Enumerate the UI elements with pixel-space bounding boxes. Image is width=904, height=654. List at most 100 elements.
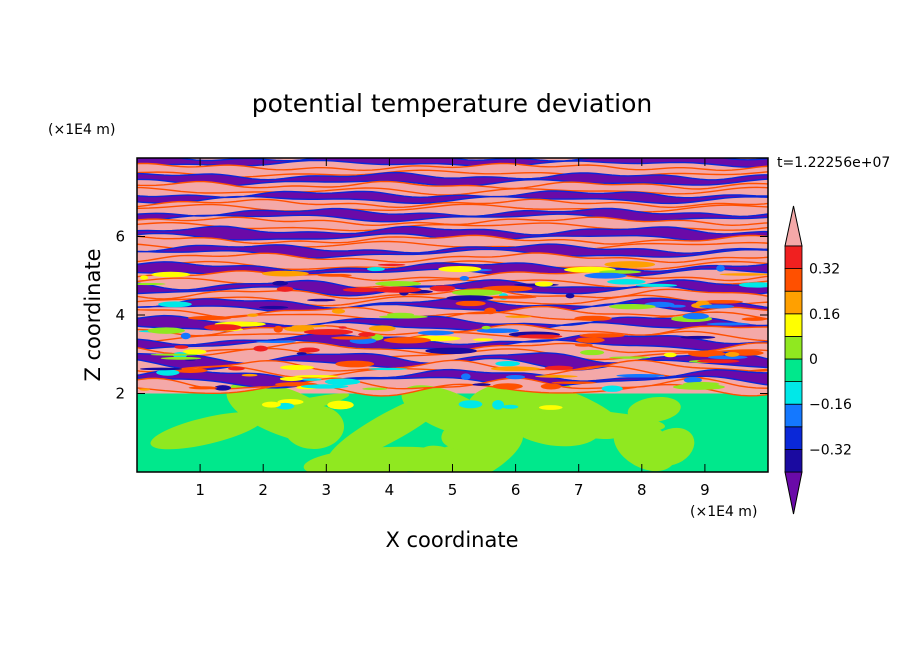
mixing-streak (455, 300, 486, 307)
y-tick-label: 2 (115, 385, 125, 403)
mixing-streak (425, 347, 477, 355)
mixing-streak (204, 324, 242, 331)
mixing-streak (173, 368, 208, 373)
field-blob (627, 396, 681, 423)
mixing-streak (368, 367, 408, 371)
mixing-streak (635, 283, 678, 287)
mixing-streak (575, 337, 605, 343)
mixing-streak (579, 333, 625, 338)
contour-band (137, 216, 768, 232)
mixing-streak (688, 350, 726, 358)
mixing-streak (331, 308, 346, 314)
mixing-streak (609, 356, 651, 359)
colorbar-extend-max (784, 205, 803, 247)
mixing-streak (140, 275, 149, 280)
mixing-streak (298, 347, 320, 353)
field-blob (516, 412, 630, 439)
mixing-streak (608, 304, 656, 310)
x-tick-label: 8 (637, 481, 647, 499)
mixing-streak (486, 295, 537, 299)
contour-band (137, 314, 768, 333)
mixing-streak (682, 313, 709, 320)
x-tick-label: 1 (195, 481, 205, 499)
lower-layer (137, 378, 768, 472)
mixing-streak (188, 386, 218, 390)
mixing-streak (302, 378, 322, 381)
mixing-streak (378, 315, 428, 319)
mixing-streak (682, 381, 720, 387)
mixing-streak (738, 282, 768, 288)
mixing-streak (490, 366, 541, 372)
field-blob (458, 400, 483, 409)
field-blob (150, 412, 265, 450)
mixing-streak (373, 286, 422, 293)
mixing-streak (505, 374, 526, 380)
colorbar-segment (784, 426, 803, 450)
field-blob (613, 420, 676, 472)
mixing-streak (156, 369, 180, 376)
mixing-streak (604, 261, 656, 268)
mixing-streak (461, 373, 471, 380)
field-blob (242, 393, 350, 421)
mixing-streak (150, 353, 198, 356)
mixing-streak (160, 356, 202, 360)
mixing-streak (438, 266, 482, 273)
mixing-streak (459, 276, 470, 281)
colorbar-segment (784, 290, 803, 315)
mixing-streak (607, 279, 646, 285)
field-blob (284, 404, 345, 450)
mixing-streak (701, 300, 744, 304)
mixing-streak (683, 376, 702, 384)
mixing-streak (574, 315, 612, 321)
mixing-streak (472, 383, 491, 386)
colorbar: 0.32 0.16 0 −0.16 −0.32 (784, 205, 852, 515)
mixing-streak (492, 383, 523, 390)
colorbar-tick-label: 0.32 (809, 262, 840, 278)
mixing-streak (719, 273, 768, 276)
mixing-streak (293, 375, 339, 378)
mixing-streak (601, 385, 623, 392)
chart-title: potential temperature deviation (252, 89, 652, 118)
mixing-streak (472, 338, 494, 341)
field-blob (502, 404, 519, 409)
contour-band (137, 225, 768, 243)
colorbar-tick-label: 0.16 (809, 307, 840, 323)
x-axis: 1 2 3 4 5 6 7 8 9 (195, 158, 710, 499)
colorbar-segment (784, 245, 803, 270)
mixing-streak (276, 286, 294, 292)
mixing-streak (256, 340, 297, 343)
mixing-streak (151, 271, 191, 278)
y-axis: 2 4 6 (115, 228, 768, 403)
field-blob (327, 400, 354, 410)
mixing-streak (616, 373, 665, 378)
mixing-streak (367, 267, 385, 272)
field-blob (417, 445, 473, 472)
mixing-streak (574, 343, 593, 347)
mixing-streak (338, 326, 347, 329)
colorbar-segment (784, 335, 803, 360)
mixing-streak (291, 325, 327, 328)
mixing-streak (741, 317, 767, 321)
colorbar-segment (784, 313, 803, 337)
mixing-streak (680, 335, 716, 339)
mixing-streak (535, 375, 578, 378)
mixing-streak (362, 387, 388, 391)
colorbar-segment (784, 381, 803, 405)
mixing-streak (261, 270, 309, 277)
x-tick-label: 4 (385, 481, 395, 499)
contour-band (137, 171, 768, 187)
mixing-streak (139, 367, 183, 371)
mixing-streak (335, 360, 375, 368)
mixing-streak (368, 325, 396, 332)
x-tick-label: 3 (322, 481, 332, 499)
mixing-streak (540, 383, 562, 390)
colorbar-tick-label: 0 (809, 352, 818, 368)
x-tick-label: 9 (700, 481, 710, 499)
field-blob (261, 401, 281, 408)
contour-band (137, 190, 768, 205)
x-tick-label: 2 (258, 481, 268, 499)
mixing-streak (699, 304, 735, 309)
mixing-streak (280, 365, 315, 371)
mixing-streak (551, 381, 597, 384)
